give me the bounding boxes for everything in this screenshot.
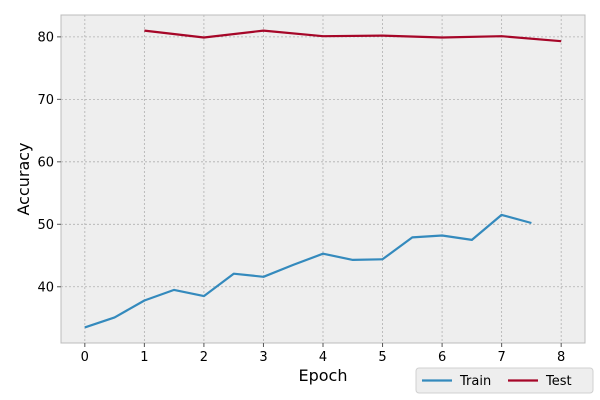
series-lines (84, 29, 562, 329)
x-tick-label: 6 (438, 350, 446, 365)
x-tick-label: 0 (81, 350, 89, 365)
y-axis-ticks: 40 50 60 70 80 (37, 30, 61, 295)
x-tick-label: 5 (378, 350, 386, 365)
y-tick-label: 50 (37, 218, 54, 233)
series-line-train (84, 213, 532, 329)
x-axis-label: Epoch (299, 366, 348, 385)
x-tick-label: 3 (259, 350, 267, 365)
x-tick-label: 7 (497, 350, 505, 365)
x-axis-ticks: 0 1 2 3 4 5 6 7 8 (81, 343, 565, 365)
x-tick-label: 4 (319, 350, 327, 365)
legend-box (415, 367, 594, 394)
y-tick-label: 80 (37, 30, 54, 45)
x-tick-label: 1 (140, 350, 148, 365)
x-tick-label: 8 (557, 350, 565, 365)
y-axis-label: Accuracy (14, 142, 33, 215)
y-tick-label: 40 (37, 280, 54, 295)
x-tick-label: 2 (200, 350, 208, 365)
series-line-test (144, 29, 562, 43)
y-tick-label: 60 (37, 155, 54, 170)
legend: Train Test (415, 367, 594, 394)
legend-label-test: Test (545, 374, 572, 389)
legend-label-train: Train (459, 374, 491, 389)
y-tick-label: 70 (37, 93, 54, 108)
